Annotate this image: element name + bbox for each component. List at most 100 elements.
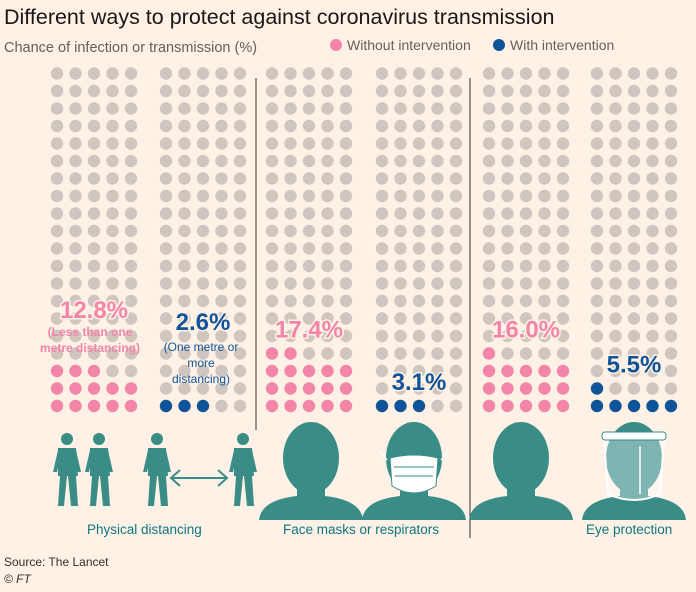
filled-dot [321,399,334,413]
empty-dot [538,137,551,150]
empty-dot [69,329,82,343]
empty-dot [431,399,444,413]
empty-dot [519,347,533,360]
empty-dot [124,294,138,308]
empty-dot [609,347,622,360]
empty-dot [50,347,64,360]
empty-dot [284,329,297,343]
empty-dot [284,119,297,133]
empty-dot [482,137,496,150]
empty-dot [215,294,228,308]
empty-dot [482,224,496,238]
empty-dot [412,119,426,133]
double-arrow-icon [169,469,229,487]
empty-dot [69,84,82,98]
empty-dot [609,329,622,343]
empty-dot [609,242,622,255]
empty-dot [556,189,570,203]
empty-dot [302,172,316,185]
empty-dot [339,189,353,203]
empty-dot [178,207,191,220]
empty-dot [124,189,138,203]
empty-dot [394,294,407,308]
empty-dot [233,364,247,378]
empty-dot [69,67,82,80]
empty-dot [196,154,210,168]
empty-dot [265,329,279,343]
empty-dot [412,137,426,150]
empty-dot [196,172,210,185]
empty-dot [302,207,316,220]
empty-dot [215,312,228,325]
empty-dot [646,242,659,255]
waffle-grid-2 [265,67,353,413]
filled-dot [265,364,279,378]
empty-dot [302,347,316,360]
empty-dot [265,189,279,203]
filled-dot [284,382,297,395]
empty-dot [106,189,119,203]
walking-person-icon [143,433,171,506]
empty-dot [87,84,101,98]
empty-dot [215,382,228,395]
empty-dot [339,312,353,325]
empty-dot [394,67,407,80]
empty-dot [69,224,82,238]
empty-dot [394,347,407,360]
filled-dot [178,399,191,413]
empty-dot [609,119,622,133]
empty-dot [375,364,389,378]
empty-dot [412,259,426,273]
empty-dot [412,312,426,325]
empty-dot [482,312,496,325]
empty-dot [538,119,551,133]
empty-dot [196,364,210,378]
empty-dot [215,67,228,80]
filled-dot [501,382,514,395]
empty-dot [646,277,659,290]
empty-dot [159,67,173,80]
empty-dot [590,277,604,290]
empty-dot [501,329,514,343]
filled-dot [69,382,82,395]
empty-dot [664,294,678,308]
empty-dot [519,172,533,185]
filled-dot [339,399,353,413]
empty-dot [664,154,678,168]
empty-dot [646,154,659,168]
filled-dot [556,382,570,395]
empty-dot [664,189,678,203]
empty-dot [501,277,514,290]
legend-without-label: Without intervention [347,37,471,53]
empty-dot [69,312,82,325]
empty-dot [375,67,389,80]
empty-dot [556,67,570,80]
empty-dot [233,119,247,133]
filled-dot [482,399,496,413]
empty-dot [284,102,297,115]
empty-dot [265,102,279,115]
empty-dot [178,277,191,290]
empty-dot [159,154,173,168]
filled-dot [106,382,119,395]
empty-dot [501,294,514,308]
filled-dot [87,399,101,413]
empty-dot [106,364,119,378]
empty-dot [284,84,297,98]
empty-dot [482,277,496,290]
empty-dot [196,347,210,360]
empty-dot [482,119,496,133]
empty-dot [339,347,353,360]
empty-dot [519,67,533,80]
filled-dot [412,399,426,413]
filled-dot [284,399,297,413]
empty-dot [519,224,533,238]
empty-dot [519,259,533,273]
filled-dot [321,382,334,395]
empty-dot [664,67,678,80]
empty-dot [178,189,191,203]
filled-dot [556,399,570,413]
empty-dot [178,119,191,133]
empty-dot [556,172,570,185]
